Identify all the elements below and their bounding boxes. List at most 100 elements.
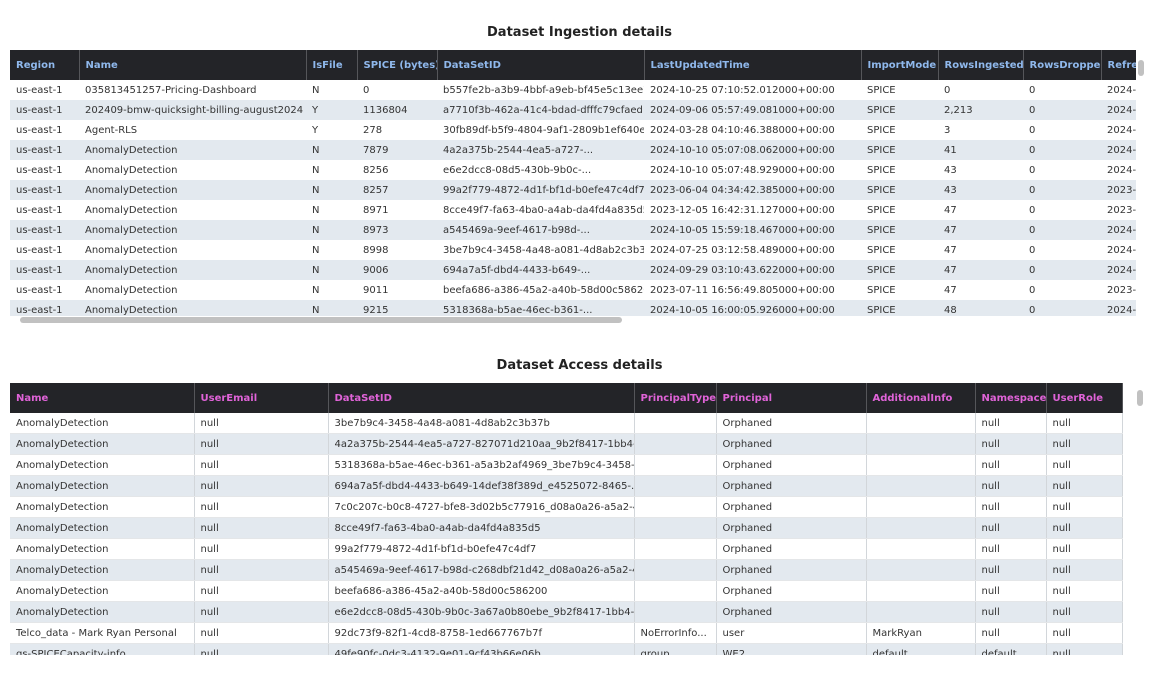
table-cell: 8257	[357, 180, 437, 200]
table-cell: 2024-10-05 15:59:18.467000+00:00	[644, 220, 861, 240]
table-cell: a7710f3b-462a-41c4-bdad-dfffc79cfaed	[437, 100, 644, 120]
table-cell: 2024-03-28 04:10:46.388000+00:00	[650, 124, 835, 136]
table-cell: N	[306, 300, 357, 316]
ingestion-title: Dataset Ingestion details	[487, 25, 672, 40]
table-cell: 0	[1023, 180, 1101, 200]
table-cell: 49fe90fc-0dc3-4132-9e01-9cf43b66e06b	[328, 643, 635, 655]
table-cell: e6e2dcc8-08d5-430b-9b0c-3a67a0b80ebe_9b2…	[328, 601, 635, 623]
table-cell: beefa686-a386-45a2-a40b-58d00c586200	[443, 284, 644, 296]
table-cell	[634, 601, 717, 623]
table-cell	[634, 413, 717, 434]
column-header: DataSetID	[437, 50, 645, 80]
table-cell: AnomalyDetection	[10, 580, 195, 602]
table-cell: AnomalyDetection	[85, 204, 178, 216]
vertical-scrollbar[interactable]	[1138, 60, 1144, 76]
horizontal-scrollbar[interactable]	[20, 317, 622, 323]
table-cell: null	[194, 622, 329, 644]
table-cell: 2023-06-04 04:34:42.385000+00:00	[644, 180, 861, 200]
table-cell: 2023-	[1107, 204, 1136, 216]
table-cell: 0	[1029, 244, 1036, 256]
table-cell	[866, 538, 976, 560]
table-cell: SPICE	[867, 124, 896, 136]
ingestion-table-view: Region Name IsFile SPICE (bytes) DataSetID La…	[10, 50, 1136, 316]
table-cell: 0	[1023, 100, 1101, 120]
table-cell: 4a2a375b-2544-4ea5-a727-827071d210aa_9b2…	[328, 433, 635, 455]
table-cell: null	[194, 475, 329, 497]
table-cell: 0	[1029, 124, 1036, 136]
table-cell: null	[1046, 643, 1123, 655]
table-cell: null	[194, 454, 329, 476]
table-cell: 8971	[363, 204, 389, 216]
table-cell: AnomalyDetection	[85, 164, 178, 176]
table-cell: 3be7b9c4-3458-4a48-a081-4d8ab2c3b37b	[328, 413, 635, 434]
table-cell: null	[194, 580, 329, 602]
table-cell: SPICE	[867, 284, 896, 296]
table-cell: NoErrorInfo...	[634, 622, 717, 644]
table-cell: null	[1046, 413, 1123, 434]
table-row: AnomalyDetection null a545469a-9eef-4617-b…	[10, 559, 1123, 581]
table-cell	[634, 496, 717, 518]
table-cell: 7c0c207c-b0c8-4727-bfe8-3d02b5c77916_d08…	[328, 496, 635, 518]
table-cell: 035813451257-Pricing-Dashboard	[85, 84, 257, 96]
table-cell: us-east-1	[16, 124, 63, 136]
table-cell: null	[194, 559, 329, 581]
access-title: Dataset Access details	[496, 358, 663, 373]
table-cell: 0	[944, 84, 951, 96]
table-row: AnomalyDetection null e6e2dcc8-08d5-430b-9…	[10, 601, 1123, 623]
column-header: SPICE (bytes)	[357, 50, 438, 80]
table-cell: null	[975, 559, 1047, 581]
table-row: qs-SPICECapacity-info null 49fe90fc-0dc3-4…	[10, 643, 1123, 655]
table-cell: beefa686-a386-45a2-a40b-58d00c586200	[328, 580, 635, 602]
table-cell: e6e2dcc8-08d5-430b-9b0c-...	[443, 164, 592, 176]
table-row: AnomalyDetection null beefa686-a386-45a2-a…	[10, 580, 1123, 602]
table-cell: null	[975, 413, 1047, 434]
table-cell: Orphaned	[716, 601, 867, 623]
table-cell: AnomalyDetection	[79, 180, 306, 200]
table-cell: 2023-07-11 16:56:49.805000+00:00	[650, 284, 835, 296]
table-cell: SPICE	[861, 100, 938, 120]
table-row: AnomalyDetection null 7c0c207c-b0c8-4727-b…	[10, 496, 1123, 518]
table-row: AnomalyDetection null 8cce49f7-fa63-4ba0-a…	[10, 517, 1123, 539]
column-header: RowsDropped	[1023, 50, 1102, 80]
table-cell	[634, 433, 717, 455]
column-header: IsFile	[306, 50, 358, 80]
table-cell: 2024-09-29 03:10:43.622000+00:00	[644, 260, 861, 280]
table-cell: null	[1046, 475, 1123, 497]
table-cell: Telco_data - Mark Ryan Personal	[10, 622, 195, 644]
table-cell: 30fb89df-b5f9-4804-9af1-2809b1ef640e	[443, 124, 644, 136]
table-cell: null	[1046, 559, 1123, 581]
table-cell	[866, 496, 976, 518]
table-cell	[866, 433, 976, 455]
table-cell: user	[716, 622, 867, 644]
table-cell: Orphaned	[716, 496, 867, 518]
header-row: Name UserEmail DataSetID PrincipalType Princ…	[10, 383, 1123, 413]
table-cell: null	[975, 517, 1047, 539]
table-cell: 2024-	[1101, 100, 1136, 120]
table-cell: null	[1046, 601, 1123, 623]
table-cell: a545469a-9eef-4617-b98d-c268dbf21d42_d08…	[328, 559, 635, 581]
column-header: LastUpdatedTime	[644, 50, 862, 80]
table-cell: null	[975, 622, 1047, 644]
table-cell: 2024-10-10 05:07:08.062000+00:00	[644, 140, 861, 160]
table-cell	[866, 559, 976, 581]
table-cell: null	[194, 643, 329, 655]
table-cell: 47	[938, 220, 1023, 240]
table-cell: 2024-	[1107, 124, 1136, 136]
column-header: Name	[79, 50, 307, 80]
table-cell: us-east-1	[10, 300, 79, 316]
table-cell	[634, 559, 717, 581]
table-cell: 2024-	[1101, 260, 1136, 280]
column-header: Principal	[716, 383, 867, 413]
table-cell: null	[975, 580, 1047, 602]
table-cell: N	[306, 180, 357, 200]
table-cell: WE2	[716, 643, 867, 655]
table-cell: AnomalyDetection	[85, 244, 178, 256]
table-cell	[866, 413, 976, 434]
table-row: us-east-1 035813451257-Pricing-Dashboard N…	[10, 80, 1136, 100]
table-cell: null	[194, 413, 329, 434]
table-cell: N	[312, 284, 320, 296]
vertical-scrollbar[interactable]	[1137, 390, 1143, 406]
table-cell: 2024-07-25 03:12:58.489000+00:00	[650, 244, 835, 256]
table-cell: default	[866, 643, 976, 655]
